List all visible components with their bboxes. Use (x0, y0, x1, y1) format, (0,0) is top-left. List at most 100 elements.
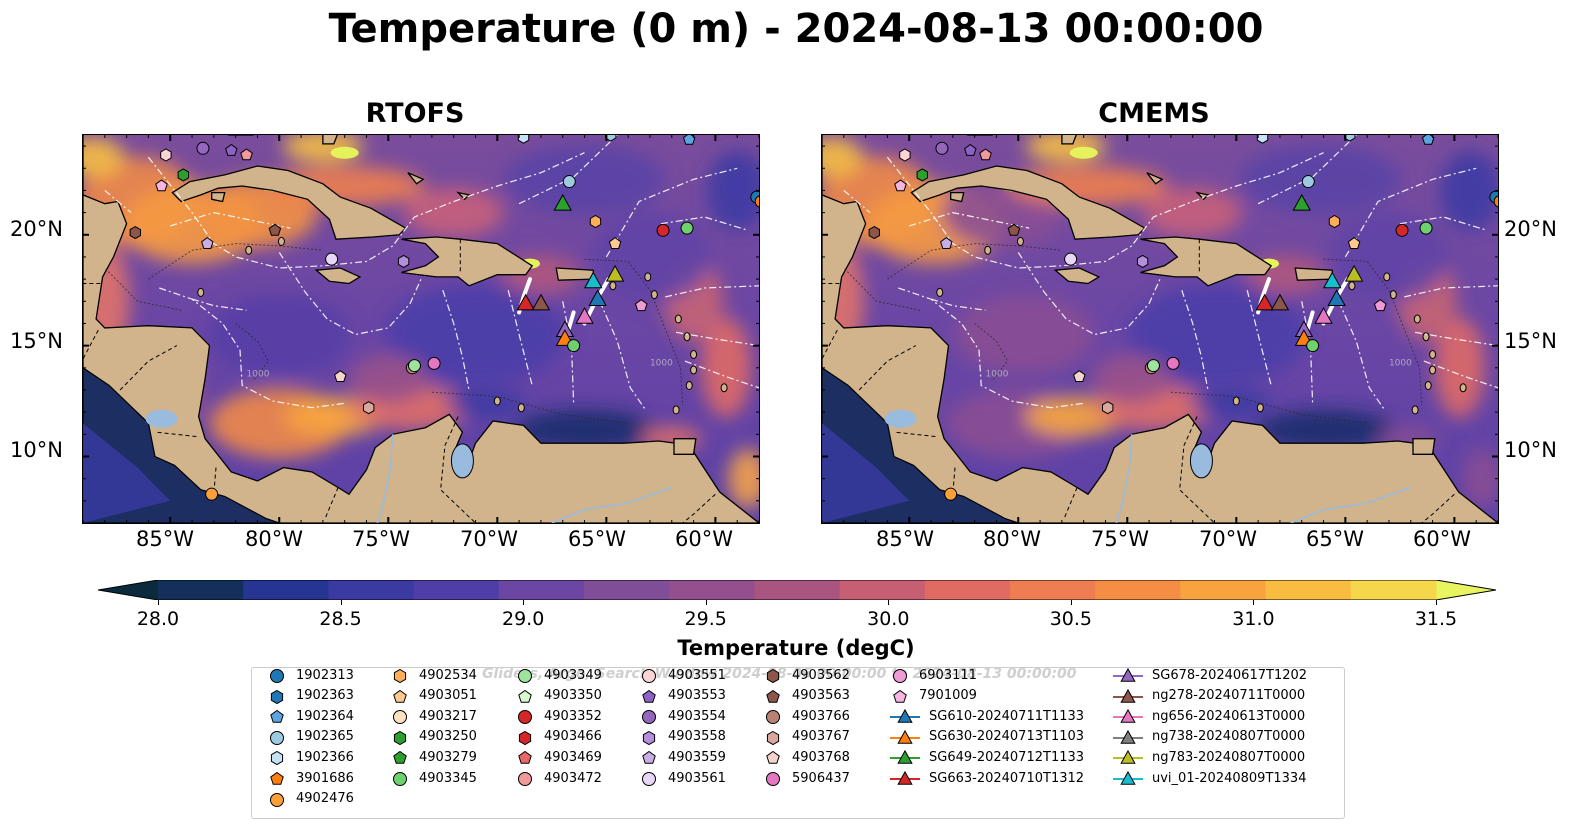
legend-marker-icon (518, 669, 532, 683)
temperature-field (822, 135, 1498, 519)
map-marker (964, 143, 977, 156)
map-marker (634, 299, 648, 312)
small-island (1429, 349, 1437, 359)
legend: Gliders, Argo, Search Window 2024-08-06 … (251, 666, 1345, 819)
small-island (1413, 314, 1421, 324)
legend-marker-icon (766, 710, 780, 725)
legend-label: SG663-20240710T1312 (929, 770, 1085, 786)
map-marker (155, 179, 168, 192)
country-border (1421, 493, 1455, 523)
land-cuba (171, 165, 407, 240)
colorbar-tick-mark (1436, 600, 1437, 605)
legend-marker (897, 729, 913, 744)
legend-entry: SG649-20240712T1133 (889, 748, 1084, 766)
colorbar-tick-mark (705, 600, 707, 605)
map-marker (1146, 359, 1160, 373)
colorbar-tick-label: 30.5 (1049, 608, 1092, 630)
map-marker (680, 221, 694, 235)
small-island (1232, 396, 1240, 406)
legend-marker-icon (270, 771, 284, 785)
legend-label: 1902363 (296, 688, 354, 704)
legend-marker-icon (766, 730, 780, 745)
eez-boundary (278, 252, 422, 336)
map-marker (1166, 356, 1180, 370)
legend-entry: 5906437 (762, 769, 850, 787)
land-puerto-rico (555, 267, 594, 281)
legend-marker-icon (270, 689, 284, 704)
map-marker (940, 236, 953, 249)
land-turks-caicos (456, 191, 471, 201)
legend-marker-icon (766, 689, 780, 703)
eez-boundary (507, 290, 533, 386)
small-island (277, 236, 285, 246)
legend-marker (270, 730, 284, 745)
map-marker (1347, 236, 1361, 249)
legend-marker (518, 689, 532, 703)
legend-marker-icon (270, 751, 284, 766)
lon-label-80w-right: 80°W (983, 527, 1041, 551)
legend-entry: 4903558 (638, 728, 726, 746)
legend-entry: ng278-20240711T0000 (1112, 687, 1305, 705)
legend-label: ng738-20240807T0000 (1152, 729, 1306, 745)
legend-marker-icon (1113, 770, 1143, 785)
lon-label-65w: 65°W (568, 527, 626, 551)
land-hispaniola (1140, 236, 1273, 287)
map-marker (517, 135, 530, 144)
eez-boundary (1344, 167, 1477, 258)
small-island (1411, 405, 1419, 415)
legend-entry: 4903559 (638, 748, 726, 766)
map-marker (553, 193, 572, 211)
map-marker (1064, 252, 1078, 266)
legend-entry: 4902476 (266, 790, 354, 808)
legend-marker-icon (270, 792, 284, 807)
map-marker (1102, 401, 1114, 415)
legend-label: ng783-20240807T0000 (1152, 749, 1306, 765)
legend-marker (893, 669, 907, 683)
map-marker (1136, 254, 1149, 268)
legend-marker (518, 710, 532, 725)
map-marker (979, 148, 992, 161)
map-marker (1073, 370, 1086, 382)
legend-marker (1120, 770, 1136, 785)
legend-entry: 4903562 (762, 666, 850, 684)
map-marker (944, 487, 958, 501)
legend-entry: 4903350 (514, 687, 602, 705)
small-island (936, 287, 944, 297)
map-marker (868, 226, 880, 240)
legend-marker (518, 772, 532, 786)
legend-marker-icon (893, 689, 907, 703)
legend-entry: ng738-20240807T0000 (1112, 728, 1305, 746)
bathymetry-contour (104, 267, 182, 311)
colorbar-tick-mark (1070, 600, 1072, 605)
legend-marker (393, 710, 407, 725)
lon-label-75w-right: 75°W (1091, 527, 1149, 551)
colorbar-segment (158, 580, 244, 600)
legend-marker (642, 730, 656, 745)
legend-marker (642, 772, 656, 786)
country-border (83, 329, 99, 360)
legend-entry: SG678-20240617T1202 (1112, 666, 1307, 684)
colorbar-segment (924, 580, 1011, 600)
legend-label: 4903766 (792, 708, 850, 724)
legend-marker-icon (393, 710, 407, 725)
legend-marker (270, 689, 284, 704)
legend-marker-icon (270, 730, 284, 745)
colorbar-tick-label: 29.0 (501, 608, 545, 630)
legend-entry: 1902313 (266, 666, 354, 684)
legend-marker-icon (642, 730, 656, 745)
legend-entry: 4903217 (389, 707, 477, 725)
legend-entry: 4903553 (638, 687, 726, 705)
legend-marker (518, 730, 532, 745)
colorbar-segment (754, 580, 841, 600)
legend-label: 4903767 (792, 729, 850, 745)
land-jamaica (314, 267, 362, 285)
legend-marker (270, 771, 284, 785)
legend-label: 3901686 (296, 770, 354, 786)
lat-label-15n: 15°N (10, 329, 63, 353)
legend-entry: 1902364 (266, 707, 354, 725)
legend-entry: 1902366 (266, 748, 354, 766)
lat-label-10n: 10°N (10, 438, 63, 462)
legend-marker (393, 772, 407, 786)
legend-label: 5906437 (792, 770, 850, 786)
legend-entry: 4903561 (638, 769, 726, 787)
